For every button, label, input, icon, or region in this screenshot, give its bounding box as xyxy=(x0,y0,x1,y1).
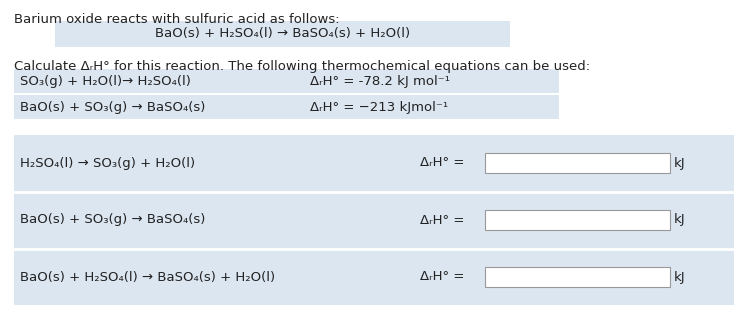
Text: BaO(s) + SO₃(g) → BaSO₄(s): BaO(s) + SO₃(g) → BaSO₄(s) xyxy=(20,100,205,113)
Bar xyxy=(485,267,670,287)
Bar xyxy=(14,69,559,119)
Text: kJ: kJ xyxy=(674,214,686,226)
Text: BaO(s) + SO₃(g) → BaSO₄(s): BaO(s) + SO₃(g) → BaSO₄(s) xyxy=(20,214,205,226)
Text: ΔᵣH° =: ΔᵣH° = xyxy=(420,271,464,284)
Text: BaO(s) + H₂SO₄(l) → BaSO₄(s) + H₂O(l): BaO(s) + H₂SO₄(l) → BaSO₄(s) + H₂O(l) xyxy=(155,27,410,41)
Text: kJ: kJ xyxy=(674,271,686,284)
Text: Calculate ΔᵣH° for this reaction. The following thermochemical equations can be : Calculate ΔᵣH° for this reaction. The fo… xyxy=(14,60,590,73)
Text: kJ: kJ xyxy=(674,157,686,169)
Text: SO₃(g) + H₂O(l)→ H₂SO₄(l): SO₃(g) + H₂O(l)→ H₂SO₄(l) xyxy=(20,76,191,89)
Text: ΔᵣH° =: ΔᵣH° = xyxy=(420,157,464,169)
Bar xyxy=(485,153,670,173)
Text: BaO(s) + H₂SO₄(l) → BaSO₄(s) + H₂O(l): BaO(s) + H₂SO₄(l) → BaSO₄(s) + H₂O(l) xyxy=(20,271,275,284)
Text: Barium oxide reacts with sulfuric acid as follows:: Barium oxide reacts with sulfuric acid a… xyxy=(14,13,340,26)
Bar xyxy=(485,210,670,230)
Text: ΔᵣH° = −213 kJmol⁻¹: ΔᵣH° = −213 kJmol⁻¹ xyxy=(310,100,448,113)
Bar xyxy=(55,21,510,47)
Text: H₂SO₄(l) → SO₃(g) + H₂O(l): H₂SO₄(l) → SO₃(g) + H₂O(l) xyxy=(20,157,195,169)
Bar xyxy=(14,135,734,305)
Text: ΔᵣH° =: ΔᵣH° = xyxy=(420,214,464,226)
Text: ΔᵣH° = -78.2 kJ mol⁻¹: ΔᵣH° = -78.2 kJ mol⁻¹ xyxy=(310,76,450,89)
